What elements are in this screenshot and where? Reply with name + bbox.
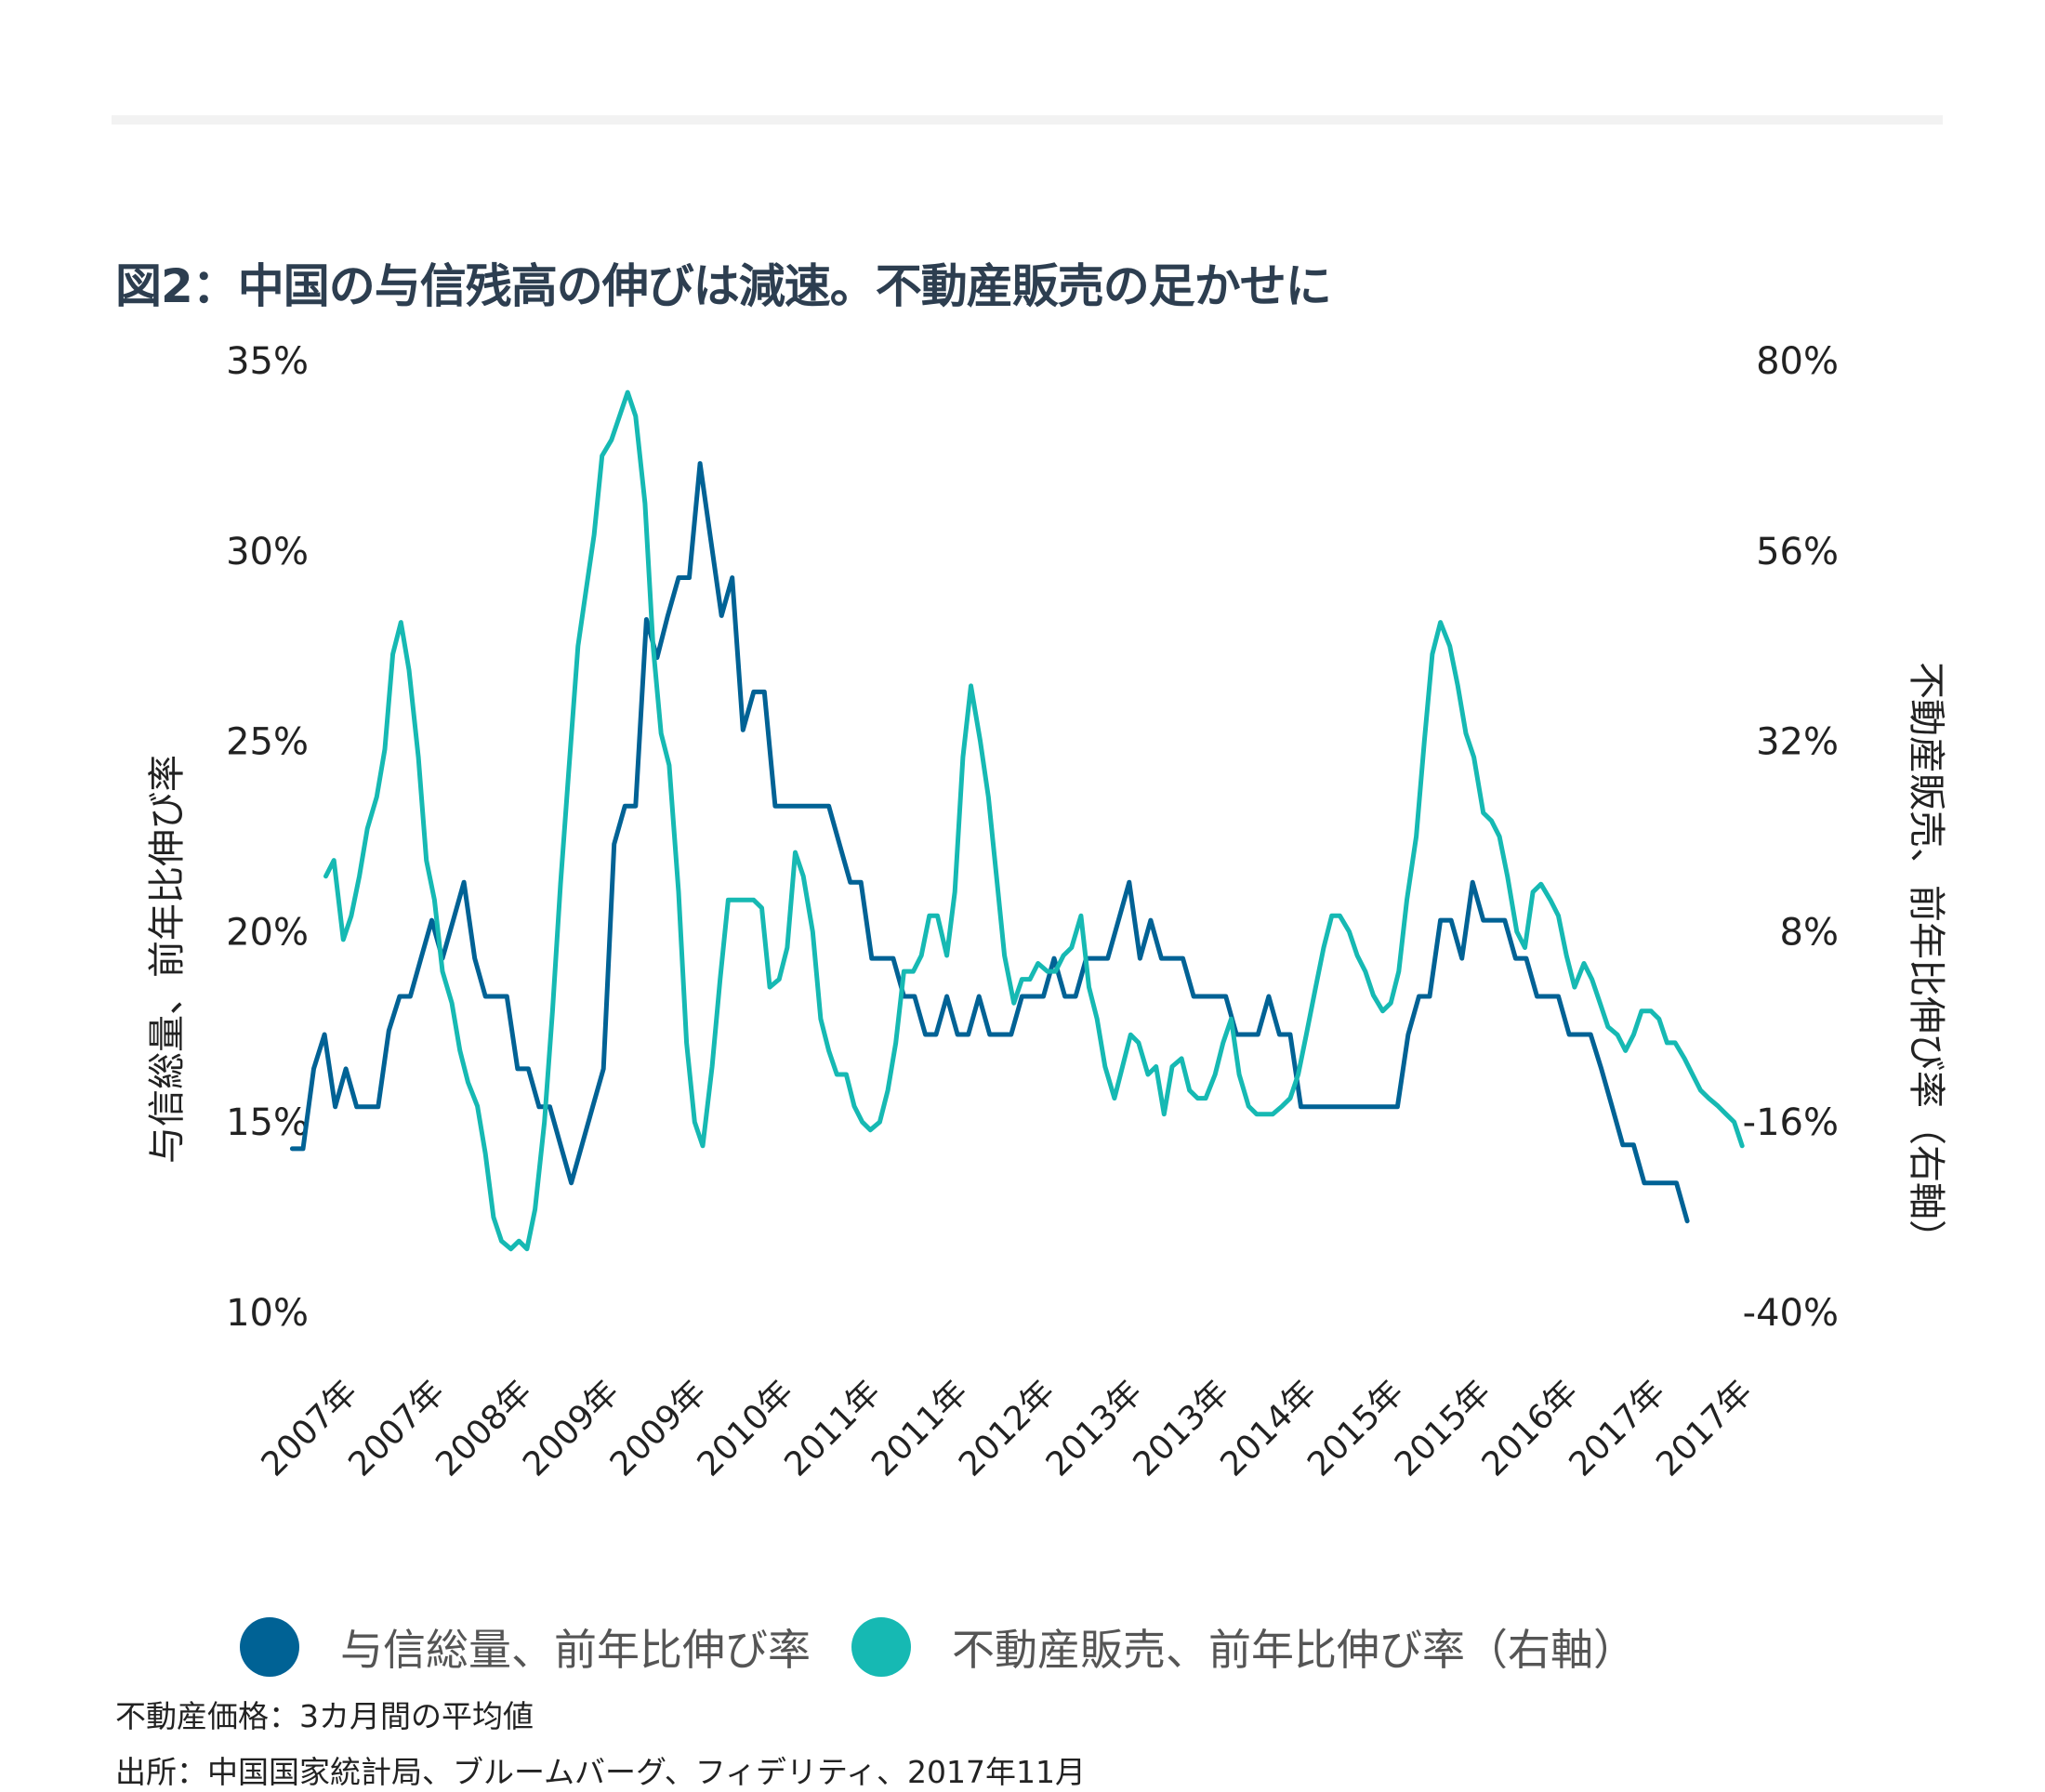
y-left-tick-label: 10%: [226, 1292, 309, 1335]
x-tick-label: 2012年: [952, 1373, 1062, 1483]
legend-label-property: 不動産販売、前年比伸び率（右軸）: [952, 1625, 1636, 1675]
x-tick-label: 2008年: [429, 1373, 539, 1483]
legend-item-credit: 与信総量、前年比伸び率: [240, 1616, 811, 1678]
y-left-tick-label: 25%: [226, 721, 309, 764]
x-tick-label: 2009年: [603, 1373, 714, 1483]
series-line-credit: [289, 461, 1690, 1224]
top-divider: [112, 115, 1943, 125]
note-property-price: 不動産価格：3カ月間の平均値: [115, 1698, 534, 1734]
series-lines: [289, 389, 1745, 1252]
line-chart: 35% 30% 25% 20% 15% 10% 80% 56% 32% 8% -16% -40% 2…: [226, 340, 1839, 1484]
x-tick-label: 2011年: [864, 1373, 975, 1483]
x-tick-label: 2013年: [1039, 1373, 1150, 1483]
x-tick-label: 2015年: [1300, 1373, 1411, 1483]
x-axis-ticks: 2007年2007年2008年2009年2009年2010年2011年2011年…: [255, 1373, 1761, 1483]
x-tick-label: 2017年: [1649, 1373, 1760, 1483]
legend-dot-credit: [240, 1617, 299, 1677]
x-tick-label: 2011年: [777, 1373, 888, 1483]
x-tick-label: 2015年: [1388, 1373, 1498, 1483]
y-left-tick-label: 15%: [226, 1101, 309, 1144]
legend-item-property: 不動産販売、前年比伸び率（右軸）: [851, 1616, 1636, 1678]
x-tick-label: 2007年: [341, 1373, 452, 1483]
chart-title: 図2：中国の与信残高の伸びは減速。不動産販売の足かせに: [115, 259, 1332, 313]
x-tick-label: 2017年: [1562, 1373, 1672, 1483]
y-left-tick-label: 35%: [226, 340, 309, 383]
x-tick-label: 2016年: [1475, 1373, 1586, 1483]
x-tick-label: 2007年: [255, 1373, 365, 1483]
y-right-tick-label: -40%: [1743, 1292, 1839, 1335]
series-line-property: [323, 389, 1745, 1252]
x-tick-label: 2013年: [1127, 1373, 1237, 1483]
y-right-tick-label: 80%: [1756, 340, 1839, 383]
y-axis-right-ticks: 80% 56% 32% 8% -16% -40%: [1743, 340, 1839, 1335]
y-left-tick-label: 30%: [226, 531, 309, 573]
legend-label-credit: 与信総量、前年比伸び率: [340, 1625, 811, 1675]
y-right-tick-label: -16%: [1743, 1101, 1839, 1144]
y-left-tick-label: 20%: [226, 911, 309, 954]
y-right-tick-label: 32%: [1756, 721, 1839, 764]
legend-dot-property: [851, 1617, 911, 1677]
x-tick-label: 2009年: [516, 1373, 627, 1483]
note-source: 出所：中国国家統計局、ブルームバーグ、フィデリティ、2017年11月: [115, 1754, 1087, 1790]
x-tick-label: 2014年: [1213, 1373, 1324, 1483]
x-tick-label: 2010年: [691, 1373, 801, 1483]
y-axis-left-ticks: 35% 30% 25% 20% 15% 10%: [226, 340, 309, 1335]
y-right-tick-label: 56%: [1756, 531, 1839, 573]
legend: 与信総量、前年比伸び率 不動産販売、前年比伸び率（右軸）: [240, 1612, 1677, 1682]
y-right-tick-label: 8%: [1780, 911, 1839, 954]
